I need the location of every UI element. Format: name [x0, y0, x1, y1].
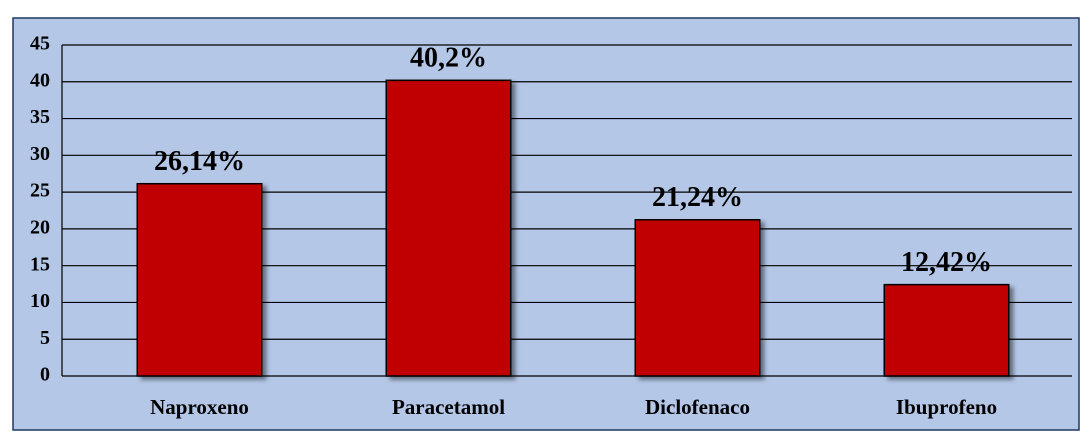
data-label: 40,2% [410, 43, 487, 74]
y-tick-label: 10 [30, 290, 50, 312]
y-tick-label: 30 [30, 143, 50, 165]
y-tick-label: 0 [40, 364, 50, 386]
y-tick-label: 15 [30, 253, 50, 275]
x-tick-label: Naproxeno [150, 395, 249, 419]
y-tick-label: 35 [30, 106, 50, 128]
y-tick-label: 40 [30, 69, 50, 91]
data-label: 21,24% [652, 182, 743, 213]
bar [883, 283, 1010, 377]
bar [136, 182, 263, 377]
data-label: 26,14% [154, 146, 245, 177]
y-tick-label: 25 [30, 180, 50, 202]
x-tick-label: Ibuprofeno [896, 395, 997, 419]
data-label: 12,42% [901, 247, 992, 278]
y-tick-label: 45 [30, 33, 50, 55]
bar [634, 219, 761, 377]
bar [385, 79, 512, 377]
y-tick-label: 5 [40, 327, 50, 349]
y-tick-label: 20 [30, 216, 50, 238]
x-tick-label: Paracetamol [392, 395, 505, 419]
x-tick-label: Diclofenaco [645, 395, 750, 419]
